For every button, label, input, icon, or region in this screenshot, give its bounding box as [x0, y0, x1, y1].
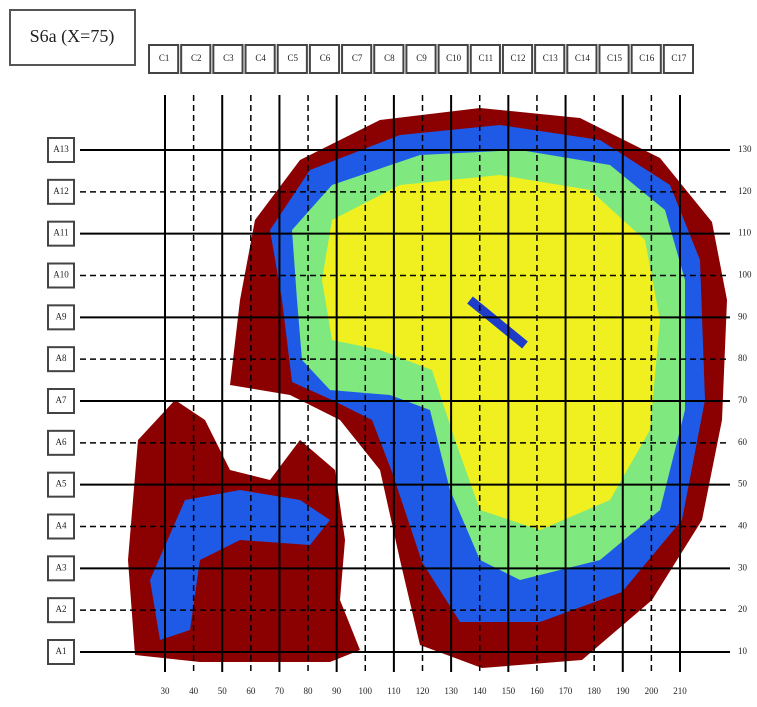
y-axis-label: 120	[738, 186, 752, 196]
column-label: C6	[320, 53, 331, 63]
row-label: A3	[56, 562, 67, 572]
x-axis-label: 50	[218, 686, 228, 696]
column-label: C5	[288, 53, 299, 63]
row-label: A8	[56, 353, 67, 363]
x-axis-label: 140	[473, 686, 487, 696]
x-axis-label: 110	[387, 686, 401, 696]
x-axis-label: 150	[502, 686, 516, 696]
row-label: A5	[56, 479, 67, 489]
x-axis-label: 80	[304, 686, 314, 696]
column-label: C1	[159, 53, 170, 63]
x-axis-label: 190	[616, 686, 630, 696]
column-label: C7	[352, 53, 363, 63]
column-label: C14	[575, 53, 591, 63]
x-axis-label: 120	[416, 686, 430, 696]
column-label: C3	[223, 53, 234, 63]
y-axis-label: 80	[738, 353, 748, 363]
x-axis-label: 200	[645, 686, 659, 696]
y-axis-label: 130	[738, 144, 752, 154]
x-axis-label: 60	[246, 686, 256, 696]
column-label: C8	[384, 53, 395, 63]
y-axis-label: 70	[738, 395, 748, 405]
column-label: C17	[671, 53, 687, 63]
row-label: A13	[53, 144, 69, 154]
x-axis-label: 40	[189, 686, 199, 696]
column-label: C11	[479, 53, 494, 63]
row-label: A2	[56, 604, 67, 614]
x-axis-label: 170	[559, 686, 573, 696]
row-label: A10	[53, 270, 69, 280]
column-label: C13	[543, 53, 559, 63]
column-label: C4	[255, 53, 266, 63]
x-axis-label: 90	[332, 686, 342, 696]
y-axis-label: 60	[738, 437, 748, 447]
row-label: A9	[56, 311, 67, 321]
row-label: A1	[56, 646, 67, 656]
x-axis-label: 180	[587, 686, 601, 696]
column-label: C15	[607, 53, 623, 63]
head-image	[128, 108, 727, 668]
y-axis-label: 50	[738, 479, 748, 489]
column-label: C9	[416, 53, 427, 63]
figure: S6a (X=75) A13 130 A12 120 A11 110 A10 100 A9 90 A…	[0, 0, 757, 707]
column-label: C10	[446, 53, 462, 63]
x-axis-label: 100	[359, 686, 373, 696]
column-label: C2	[191, 53, 202, 63]
x-axis-label: 70	[275, 686, 285, 696]
x-axis-label: 210	[673, 686, 687, 696]
x-axis-label: 160	[530, 686, 544, 696]
y-axis-label: 20	[738, 604, 748, 614]
title: S6a (X=75)	[30, 26, 115, 47]
row-label: A11	[53, 228, 68, 238]
row-label: A7	[56, 395, 67, 405]
column-label: C12	[511, 53, 526, 63]
y-axis-label: 10	[738, 646, 748, 656]
column-label: C16	[639, 53, 655, 63]
y-axis-label: 100	[738, 270, 752, 280]
x-axis-label: 30	[161, 686, 171, 696]
y-axis-label: 30	[738, 562, 748, 572]
row-label: A6	[56, 437, 67, 447]
row-label: A12	[53, 186, 69, 196]
y-axis-label: 40	[738, 521, 748, 531]
row-label: A4	[56, 521, 67, 531]
x-axis-label: 130	[444, 686, 458, 696]
y-axis-label: 110	[738, 228, 752, 238]
y-axis-label: 90	[738, 311, 748, 321]
